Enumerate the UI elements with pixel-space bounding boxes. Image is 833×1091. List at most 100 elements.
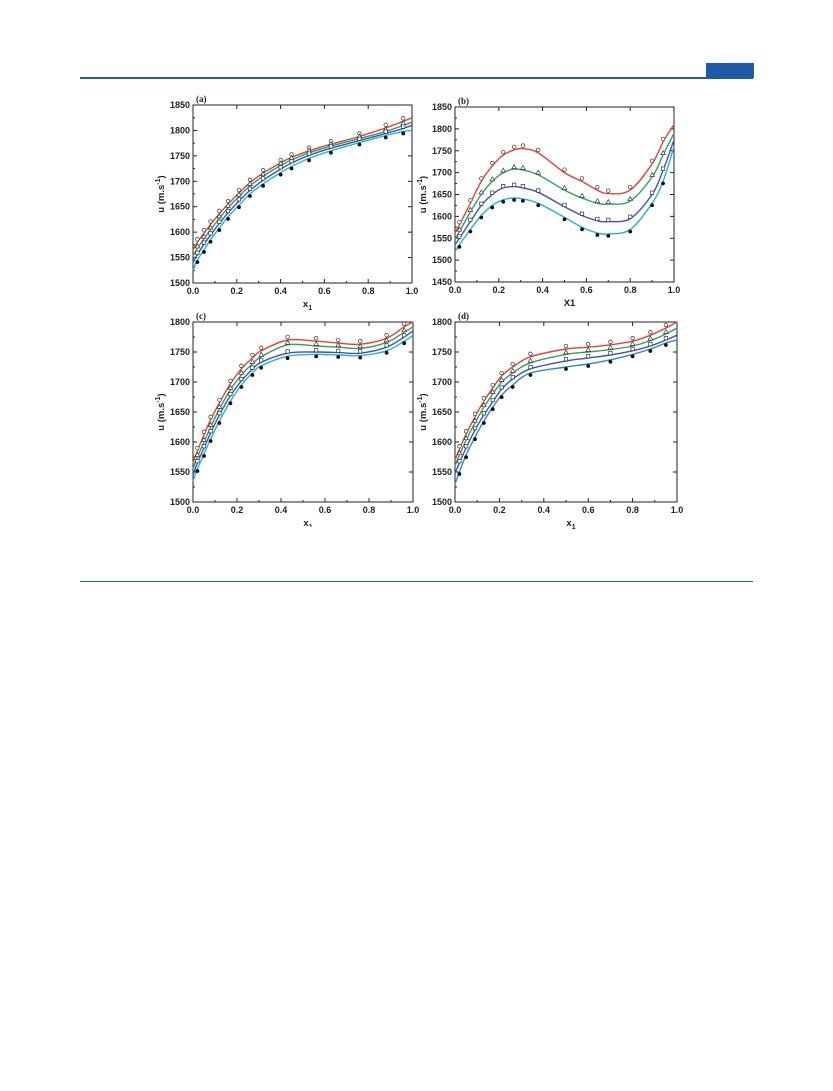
y-tick-label: 1800 [170, 317, 190, 327]
y-tick-label: 1500 [170, 278, 190, 288]
x-tick-label: 0.8 [624, 285, 637, 295]
data-point [259, 345, 264, 350]
data-point [528, 351, 533, 356]
y-axis-label: u (m.s-1) [417, 176, 429, 213]
series-line-4 [454, 339, 678, 485]
data-point [490, 407, 495, 412]
data-point [201, 233, 207, 239]
data-point [585, 346, 592, 352]
series-line-2 [454, 132, 675, 240]
x-tick-label: 1.0 [668, 285, 681, 295]
header-tab [706, 63, 754, 78]
data-point [249, 358, 256, 364]
data-point [663, 336, 668, 341]
data-point [528, 364, 533, 370]
y-tick-label: 1800 [432, 317, 452, 327]
data-point [226, 216, 230, 221]
data-point [520, 198, 525, 203]
data-point [202, 454, 206, 458]
x-tick-label: 0.4 [275, 505, 288, 515]
data-point [314, 354, 319, 359]
data-point [586, 364, 591, 368]
data-point [608, 359, 613, 364]
panel-label: (d) [458, 312, 469, 321]
data-point [314, 336, 319, 341]
data-point [208, 239, 213, 244]
data-point [606, 188, 611, 193]
data-point [239, 363, 244, 368]
data-point [499, 395, 504, 400]
data-point [479, 201, 484, 206]
data-point [357, 136, 362, 141]
data-point [402, 333, 407, 338]
y-tick-label: 1450 [432, 277, 452, 287]
data-point [259, 365, 264, 370]
data-point [473, 437, 477, 442]
data-point [195, 237, 200, 242]
data-point [358, 339, 363, 344]
data-point [384, 333, 389, 338]
data-point [195, 250, 200, 255]
data-point [336, 337, 341, 343]
data-point [605, 198, 612, 204]
data-point [647, 335, 654, 341]
data-point [247, 186, 252, 191]
data-point [457, 459, 462, 464]
data-point [236, 191, 242, 197]
y-tick-label: 1600 [432, 437, 452, 447]
data-point [314, 348, 319, 353]
data-point [510, 375, 515, 380]
y-tick-label: 1500 [432, 497, 452, 507]
chart-panel-d: 0.0 0.2 0.4 0.6 0.8 1.0 1500 1550 1600 1650 1700 17… [412, 311, 692, 539]
data-point [630, 346, 635, 352]
data-point [663, 322, 669, 328]
y-tick-label: 1550 [432, 233, 452, 243]
data-point [536, 203, 541, 208]
x-tick-label: 0.2 [493, 505, 506, 515]
y-tick-label: 1550 [170, 253, 190, 263]
data-point [660, 136, 666, 142]
data-point [247, 180, 253, 186]
x-tick-label: 0.8 [626, 505, 639, 515]
x-tick-label: 0.0 [187, 505, 200, 515]
y-tick-label: 1750 [432, 146, 452, 156]
series-line-1 [454, 124, 675, 234]
y-tick-label: 1600 [170, 437, 190, 447]
data-point [511, 163, 518, 169]
data-point [284, 339, 291, 345]
series-line-4 [192, 129, 413, 271]
data-point [277, 160, 284, 166]
data-point [248, 194, 252, 198]
data-point [586, 354, 591, 359]
data-point [579, 211, 585, 216]
data-point [195, 445, 200, 451]
data-point [563, 357, 569, 362]
data-point [457, 472, 462, 476]
data-point [630, 354, 635, 359]
chart-panel-a: 0.0 0.2 0.4 0.6 0.8 1.0 1500 1550 1600 1650 1700 17… [150, 90, 420, 320]
data-point [335, 341, 342, 348]
data-point [490, 382, 495, 388]
data-point [535, 169, 542, 175]
y-tick-label: 1800 [432, 124, 452, 134]
data-point [630, 336, 635, 341]
data-point [606, 233, 611, 238]
data-point [194, 451, 201, 457]
data-point [402, 321, 407, 326]
data-point [217, 228, 222, 232]
data-point [201, 444, 207, 449]
data-point [468, 229, 473, 234]
y-tick-label: 1750 [432, 347, 452, 357]
data-point [562, 202, 567, 208]
data-point [336, 348, 341, 353]
data-point [501, 199, 506, 204]
data-point [228, 391, 233, 397]
data-point [586, 342, 591, 347]
y-tick-label: 1650 [432, 190, 452, 200]
y-tick-label: 1800 [170, 125, 190, 135]
data-point [510, 361, 515, 367]
data-point [216, 403, 223, 409]
series-line-1 [192, 321, 414, 464]
data-point [660, 149, 666, 155]
data-point [208, 414, 213, 419]
